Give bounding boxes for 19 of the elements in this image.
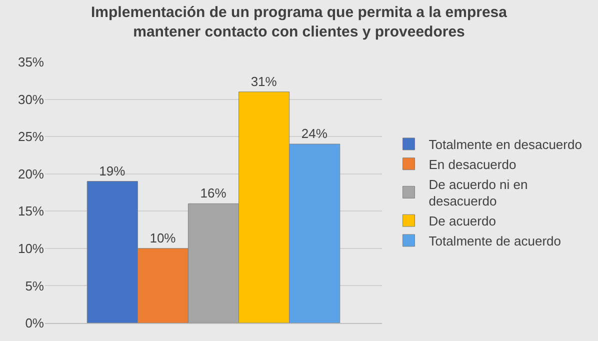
y-tick-label: 25% (18, 129, 44, 144)
data-label: 10% (150, 230, 176, 246)
data-label: 16% (200, 186, 227, 201)
legend-label: Totalmente de acuerdo (428, 234, 562, 249)
y-tick-label: 35% (18, 54, 44, 70)
y-tick-label: 5% (25, 278, 44, 294)
legend-label: Totalmente en desacuerdo (428, 137, 582, 152)
data-label: 24% (301, 126, 328, 142)
y-tick-label: 30% (18, 92, 44, 107)
legend-label: En desacuerdo (428, 156, 516, 172)
legend-label: De acuerdo (428, 214, 496, 229)
data-label: 19% (99, 163, 126, 178)
y-tick-label: 10% (18, 240, 44, 256)
y-tick-label: 15% (18, 204, 44, 219)
chart-title: Implementación de un programa que permita a la empresa mantener contacto con clientes y proveedores (91, 4, 508, 41)
legend-label: De acuerdo ni en desacuerdo (428, 176, 528, 209)
y-tick-label: 20% (18, 166, 44, 182)
y-tick-label: 0% (25, 316, 44, 331)
data-label: 31% (250, 74, 278, 89)
